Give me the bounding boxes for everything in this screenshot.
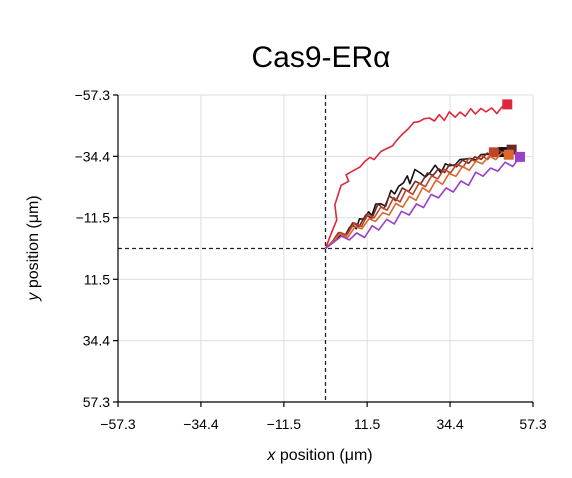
x-tick-label-1: −34.4 xyxy=(183,416,219,432)
reference-lines xyxy=(118,95,533,402)
axes xyxy=(113,94,534,407)
x-tick-label-0: −57.3 xyxy=(100,416,136,432)
y-axis-label-italic: y xyxy=(25,292,42,302)
series-line-3 xyxy=(324,151,495,250)
y-tick-label-1: −34.4 xyxy=(75,148,111,164)
series-end-marker-2 xyxy=(506,144,517,155)
series-line-0 xyxy=(324,103,508,249)
series-line-2 xyxy=(324,148,513,250)
y-tick-label-0: −57.3 xyxy=(75,87,111,103)
x-axis-label-text: position (μm) xyxy=(275,447,372,464)
series-end-marker-0 xyxy=(502,99,513,110)
series-end-marker-5 xyxy=(514,151,525,162)
x-tick-labels: −57.3 −34.4 −11.5 11.5 34.4 57.3 xyxy=(100,416,547,432)
x-tick-label-5: 57.3 xyxy=(519,416,546,432)
y-tick-label-3: 11.5 xyxy=(84,271,110,287)
y-tick-labels: −57.3 −34.4 −11.5 11.5 34.4 57.3 xyxy=(75,87,111,410)
y-tick-label-5: 57.3 xyxy=(83,394,110,410)
series-line-5 xyxy=(325,156,521,250)
x-axis-label-italic: x xyxy=(266,447,276,464)
series-line-4 xyxy=(324,151,509,250)
y-tick-label-2: −11.5 xyxy=(76,210,111,226)
x-tick-label-3: 11.5 xyxy=(354,416,380,432)
series-end-marker-4 xyxy=(503,149,514,160)
y-axis-label: y position (μm) xyxy=(25,195,42,301)
chart-title: Cas9-ERα xyxy=(251,41,390,74)
x-tick-label-4: 34.4 xyxy=(436,416,463,432)
x-tick-label-2: −11.5 xyxy=(267,416,302,432)
series-layer xyxy=(324,99,525,250)
y-tick-label-4: 34.4 xyxy=(83,333,110,349)
series-end-marker-3 xyxy=(488,147,499,158)
y-axis-label-text: position (μm) xyxy=(25,195,42,292)
x-axis-label: x position (μm) xyxy=(266,447,372,464)
